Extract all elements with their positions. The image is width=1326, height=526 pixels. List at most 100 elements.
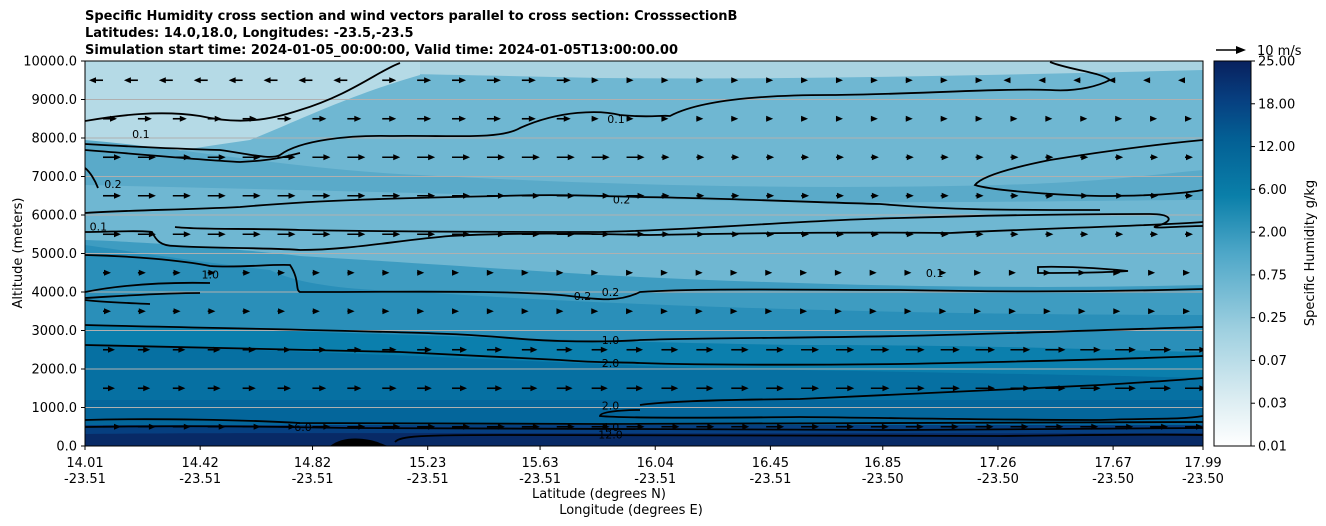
- wind-vector-head: [1091, 423, 1099, 430]
- wind-vector-head: [495, 385, 503, 392]
- contour-label: 0.2: [574, 290, 592, 303]
- y-tick-label: 5000.0: [32, 247, 78, 262]
- contour-line: [85, 292, 201, 299]
- colorbar-tick-label: 25.00: [1258, 55, 1295, 70]
- wind-vector-head: [1080, 115, 1088, 122]
- wind-vector-head: [323, 192, 331, 199]
- wind-vector-head: [988, 385, 996, 392]
- wind-vector-head: [765, 269, 773, 276]
- wind-vector-head: [697, 192, 705, 199]
- x-tick-label-longitude: -23.50: [1092, 472, 1134, 487]
- wind-vector-head: [183, 154, 191, 161]
- colorbar-tick-label: 0.01: [1258, 440, 1287, 455]
- wind-vector-head: [732, 231, 740, 238]
- wind-vector-head: [696, 115, 704, 122]
- wind-vector-head: [264, 39, 271, 45]
- wind-vector-head: [1186, 154, 1193, 161]
- wind-vector-head: [424, 77, 432, 84]
- wind-vector-head: [917, 346, 925, 353]
- x-tick-label-longitude: -23.50: [1182, 472, 1224, 487]
- wind-vector-head: [1046, 231, 1054, 238]
- wind-vector-head: [278, 308, 286, 315]
- contour-label: 1.0: [201, 269, 219, 282]
- wind-vector-head: [218, 423, 226, 430]
- wind-vector-head: [528, 115, 536, 122]
- wind-vector-head: [1093, 385, 1101, 392]
- wind-vector-head: [591, 115, 599, 122]
- wind-vector-head: [731, 77, 739, 84]
- wind-vector-head: [1038, 77, 1046, 84]
- wind-vector-head: [208, 308, 216, 315]
- contour-label: 0.1: [607, 113, 625, 126]
- wind-vector-head: [812, 423, 820, 430]
- wind-vector-head: [1115, 115, 1123, 122]
- wind-vector-head: [452, 308, 460, 315]
- wind-vector-head: [671, 346, 679, 353]
- wind-vector-head: [1128, 385, 1136, 392]
- colorbar-tick-label: 18.00: [1258, 97, 1295, 112]
- wind-vector-head: [249, 115, 257, 122]
- wind-vector-head: [636, 346, 644, 353]
- wind-vector-head: [110, 115, 117, 122]
- wind-vector-head: [941, 192, 949, 199]
- wind-vector-head: [193, 77, 201, 84]
- contour-lines: [85, 61, 1203, 443]
- wind-vector-head: [835, 115, 843, 122]
- wind-vector-head: [1046, 154, 1054, 161]
- wind-vector-head: [563, 115, 571, 122]
- wind-vector-head: [626, 115, 634, 122]
- contour-label: 0.1: [132, 128, 150, 141]
- wind-vector-head: [144, 115, 152, 122]
- wind-vector-head: [1113, 269, 1121, 276]
- wind-vector-head: [393, 192, 401, 199]
- x-tick-label-latitude: 17.26: [979, 456, 1016, 471]
- wind-vector-head: [1164, 346, 1172, 353]
- wind-vector-head: [194, 39, 201, 45]
- wind-vector-head: [731, 39, 738, 45]
- wind-vector-head: [696, 77, 704, 84]
- wind-vector-head: [1003, 77, 1011, 84]
- wind-vector-head: [417, 308, 425, 315]
- wind-vector-head: [661, 77, 669, 84]
- wind-vector-head: [732, 192, 740, 199]
- wind-vector-head: [108, 385, 115, 392]
- y-tick-label: 6000.0: [32, 209, 78, 224]
- wind-vector-head: [1081, 192, 1089, 199]
- wind-vector-head: [124, 39, 131, 45]
- wind-vector-head: [661, 115, 669, 122]
- wind-vector-head: [801, 115, 809, 122]
- x-tick-label-longitude: -23.51: [407, 472, 449, 487]
- wind-vector-head: [1046, 192, 1054, 199]
- wind-vector-head: [1058, 385, 1066, 392]
- wind-vector-head: [776, 346, 784, 353]
- wind-vector-head: [941, 154, 949, 161]
- wind-vector-head: [812, 385, 820, 392]
- wind-vector-head: [323, 423, 331, 430]
- contour-line: [394, 433, 1203, 443]
- wind-vector-head: [323, 231, 331, 238]
- x-tick-label-latitude: 16.04: [637, 456, 674, 471]
- wind-vector-head: [952, 385, 960, 392]
- wind-vector-head: [1199, 385, 1203, 392]
- wind-vector-head: [905, 115, 913, 122]
- wind-vector-head: [529, 39, 536, 45]
- wind-vector-head: [767, 192, 775, 199]
- wind-vector-head: [662, 154, 670, 161]
- wind-vector-head: [1038, 39, 1045, 45]
- x-tick-label-latitude: 15.63: [521, 456, 558, 471]
- wind-vector-head: [975, 77, 983, 84]
- contour-line: [973, 139, 1203, 197]
- wind-vector-head: [229, 39, 236, 45]
- wind-vector-head: [253, 154, 261, 161]
- wind-vector-head: [974, 308, 982, 315]
- wind-vector-head: [284, 346, 292, 353]
- wind-vector-head: [662, 192, 670, 199]
- wind-vector-head: [358, 231, 366, 238]
- wind-vector-head: [178, 346, 186, 353]
- x-tick-label-latitude: 14.82: [294, 456, 331, 471]
- wind-vector-head: [626, 77, 634, 84]
- wind-vector-head: [173, 308, 181, 315]
- wind-vector-head: [1045, 115, 1053, 122]
- wind-vector-head: [906, 154, 914, 161]
